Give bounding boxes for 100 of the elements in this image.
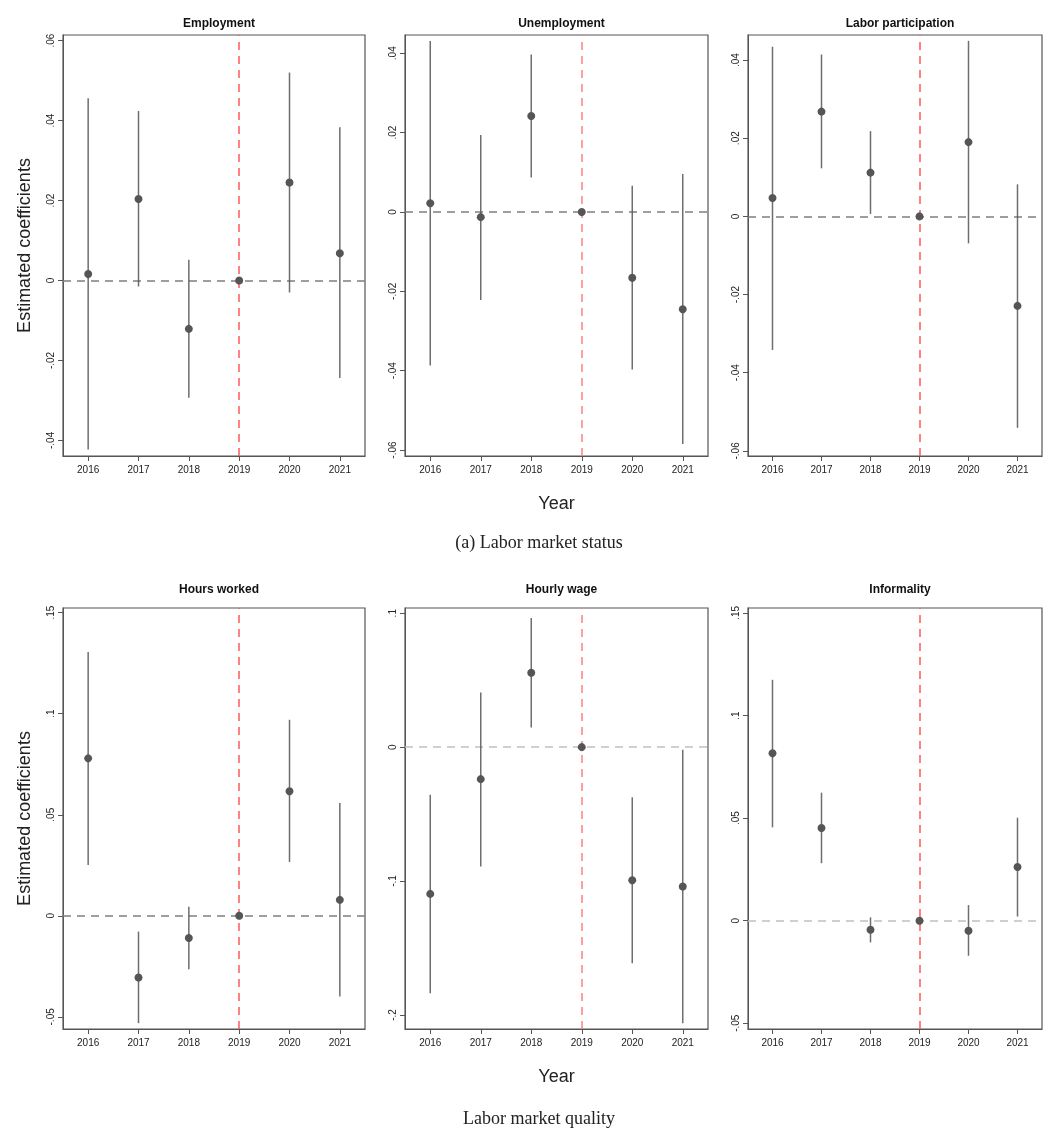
point	[235, 276, 244, 285]
x-axis-title: Year	[538, 1066, 575, 1086]
point	[577, 207, 586, 216]
y-tick-label: 0	[729, 917, 741, 924]
point	[426, 199, 435, 208]
point	[426, 889, 435, 898]
y-tick-label: .1	[44, 709, 56, 718]
y-tick-label: -.2	[386, 1008, 398, 1021]
y-axis-title: Estimated coefficients	[14, 158, 34, 333]
x-tick-label: 2020	[621, 463, 644, 475]
x-tick-label: 2019	[570, 1036, 594, 1048]
x-tick-label: 2016	[419, 463, 442, 475]
point	[476, 213, 485, 222]
text: Labor market quality	[463, 1108, 615, 1128]
point	[335, 895, 344, 904]
y-tick-label: .02	[729, 130, 741, 146]
point	[678, 305, 687, 314]
x-tick-label: 2018	[177, 463, 201, 475]
x-tick-label: 2018	[520, 1036, 543, 1048]
x-tick-label: 2020	[957, 1036, 981, 1048]
point	[134, 973, 143, 982]
y-tick-label: .04	[386, 45, 398, 61]
chart-title: Employment	[182, 16, 256, 30]
point	[84, 270, 93, 279]
point	[964, 138, 973, 147]
point	[964, 926, 973, 935]
x-tick-label: 2016	[419, 1036, 442, 1048]
y-tick-label: 0	[729, 213, 741, 220]
point	[915, 916, 924, 925]
y-tick-label: .15	[44, 605, 56, 620]
y-tick-label: 0	[386, 208, 398, 215]
point	[184, 934, 193, 943]
y-tick-label: .04	[729, 52, 741, 67]
x-tick-label: 2021	[1006, 1036, 1030, 1048]
x-tick-label: 2017	[469, 463, 493, 475]
x-tick-label: 2021	[328, 463, 352, 475]
point	[628, 876, 637, 885]
point	[184, 324, 193, 333]
point	[817, 107, 826, 116]
y-tick-label: -.02	[729, 285, 741, 304]
point	[915, 212, 924, 221]
point	[527, 111, 536, 120]
y-axis-title: Estimated coefficients	[14, 731, 34, 906]
x-tick-label: 2018	[859, 1036, 883, 1048]
x-tick-label: 2019	[908, 1036, 932, 1048]
y-tick-label: .1	[729, 710, 741, 720]
x-tick-label: 2020	[278, 463, 302, 475]
x-tick-label: 2020	[278, 1036, 302, 1048]
point	[476, 775, 485, 784]
x-tick-label: 2020	[957, 463, 981, 475]
x-tick-label: 2018	[859, 463, 883, 475]
chart-title: Informality	[869, 582, 931, 596]
y-tick-label: .1	[386, 608, 398, 618]
chart-title: Labor participation	[845, 16, 955, 30]
point	[134, 194, 143, 203]
y-tick-label: .06	[44, 33, 56, 48]
y-tick-label: -.02	[44, 351, 56, 370]
x-tick-label: 2017	[810, 1036, 834, 1048]
point	[866, 168, 875, 177]
y-tick-label: .05	[44, 807, 56, 822]
y-tick-label: -.02	[386, 282, 398, 300]
y-tick-label: .02	[44, 193, 56, 208]
y-tick-label: 0	[44, 912, 56, 919]
y-tick-label: -.05	[44, 1007, 56, 1026]
x-tick-label: 2017	[810, 463, 834, 475]
y-tick-label: -.04	[44, 431, 56, 450]
y-tick-label: 0	[44, 277, 56, 284]
point	[678, 882, 687, 891]
y-tick-label: .02	[386, 125, 398, 140]
point	[527, 668, 536, 677]
point	[628, 273, 637, 282]
point	[235, 911, 244, 920]
x-tick-label: 2019	[908, 463, 932, 475]
x-tick-label: 2019	[570, 463, 594, 475]
chart-title: Hourly wage	[525, 582, 598, 596]
y-tick-label: -.1	[386, 874, 398, 887]
x-tick-label: 2017	[469, 1036, 493, 1048]
x-tick-label: 2021	[671, 463, 695, 475]
point	[335, 249, 344, 258]
y-tick-label: -.06	[386, 441, 398, 459]
y-tick-label: -.04	[386, 361, 398, 380]
x-axis-title: Year	[538, 493, 575, 513]
x-tick-label: 2021	[1006, 463, 1030, 475]
x-tick-label: 2016	[77, 463, 100, 475]
x-tick-label: 2016	[77, 1036, 100, 1048]
point	[285, 178, 294, 187]
point	[285, 787, 294, 796]
y-tick-label: .15	[729, 605, 741, 620]
y-tick-label: -.06	[729, 441, 741, 460]
x-tick-label: 2021	[671, 1036, 695, 1048]
point	[866, 925, 875, 934]
y-tick-label: 0	[386, 743, 398, 750]
x-tick-label: 2016	[761, 1036, 785, 1048]
chart-title: Hours worked	[178, 582, 260, 596]
x-tick-label: 2018	[177, 1036, 201, 1048]
x-tick-label: 2020	[621, 1036, 644, 1048]
point	[768, 749, 777, 758]
point	[1013, 862, 1022, 871]
x-tick-label: 2018	[520, 463, 543, 475]
y-tick-label: -.04	[729, 363, 741, 382]
